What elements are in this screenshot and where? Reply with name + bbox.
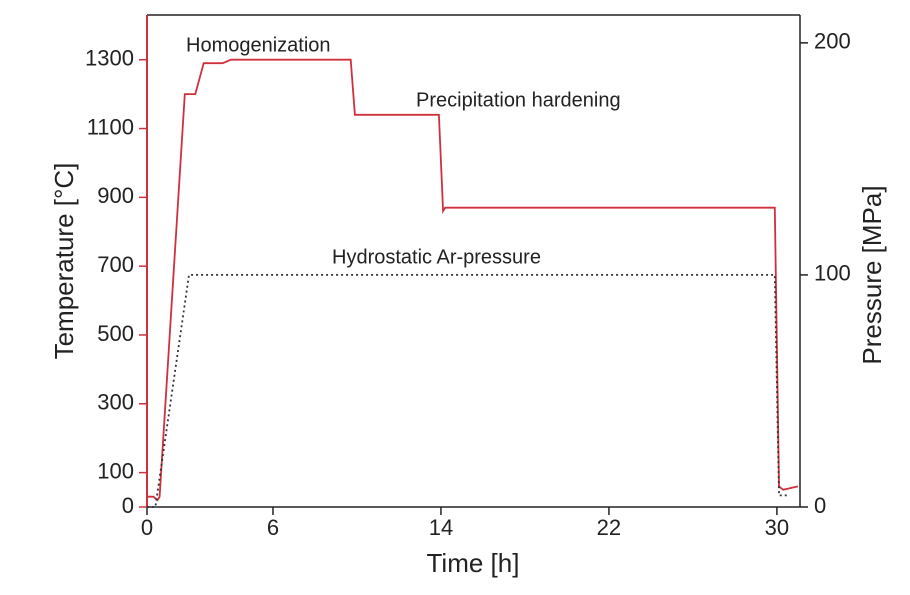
y-tick-label: 900 bbox=[97, 183, 134, 208]
series-line bbox=[147, 274, 788, 508]
annotation: Hydrostatic Ar-pressure bbox=[332, 246, 541, 268]
y-tick-label: 500 bbox=[97, 321, 134, 346]
annotation: Precipitation hardening bbox=[416, 89, 621, 111]
y2-tick-label: 200 bbox=[814, 29, 851, 54]
x-tick-label: 6 bbox=[267, 515, 279, 540]
y-tick-label: 1100 bbox=[87, 114, 134, 139]
series-line bbox=[147, 58, 799, 502]
y-tick-label: 1300 bbox=[85, 46, 134, 71]
x-axis-label: Time [h] bbox=[427, 548, 520, 578]
annotation: Homogenization bbox=[186, 34, 331, 56]
y-tick-label: 100 bbox=[97, 458, 134, 483]
y-tick-label: 700 bbox=[97, 252, 134, 277]
y2-tick-label: 0 bbox=[814, 493, 826, 518]
x-tick-label: 30 bbox=[765, 515, 789, 540]
y2-axis-label: Pressure [MPa] bbox=[857, 185, 887, 364]
x-tick-label: 14 bbox=[429, 515, 453, 540]
y-axis-label: Temperature [°C] bbox=[49, 163, 79, 360]
y-tick-label: 300 bbox=[97, 390, 134, 415]
x-tick-label: 22 bbox=[597, 515, 621, 540]
x-tick-label: 0 bbox=[141, 515, 153, 540]
y-tick-label: 0 bbox=[122, 493, 134, 518]
y2-tick-label: 100 bbox=[814, 261, 851, 286]
